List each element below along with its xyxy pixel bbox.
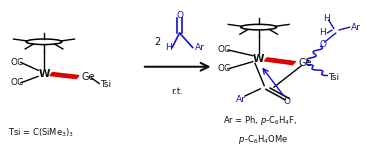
Text: Ge: Ge	[82, 72, 95, 82]
Text: O: O	[284, 98, 290, 106]
Text: Ar: Ar	[195, 43, 204, 52]
Text: Ar = Ph, $p$-C$_6$H$_4$F,
      $p$-C$_6$H$_4$OMe: Ar = Ph, $p$-C$_6$H$_4$F, $p$-C$_6$H$_4$…	[223, 114, 297, 146]
Text: OC: OC	[10, 58, 23, 67]
Text: Tsi: Tsi	[101, 80, 112, 89]
Text: OC: OC	[217, 45, 231, 54]
Text: 2: 2	[154, 37, 160, 47]
Text: O: O	[176, 11, 183, 20]
Text: W: W	[253, 54, 265, 64]
Text: H: H	[323, 14, 330, 23]
Text: W: W	[38, 69, 50, 79]
Text: O: O	[319, 40, 326, 49]
Text: Tsi = C(SiMe$_3$)$_3$: Tsi = C(SiMe$_3$)$_3$	[8, 127, 74, 139]
Text: Ar: Ar	[236, 94, 246, 103]
Text: Ar: Ar	[351, 23, 361, 32]
Text: H: H	[165, 43, 172, 52]
Text: OC: OC	[10, 78, 23, 87]
Text: Ge: Ge	[298, 58, 312, 68]
Text: Tsi: Tsi	[328, 72, 339, 81]
Text: H: H	[319, 28, 326, 38]
Text: OC: OC	[217, 64, 231, 74]
Text: r.t.: r.t.	[171, 87, 183, 96]
